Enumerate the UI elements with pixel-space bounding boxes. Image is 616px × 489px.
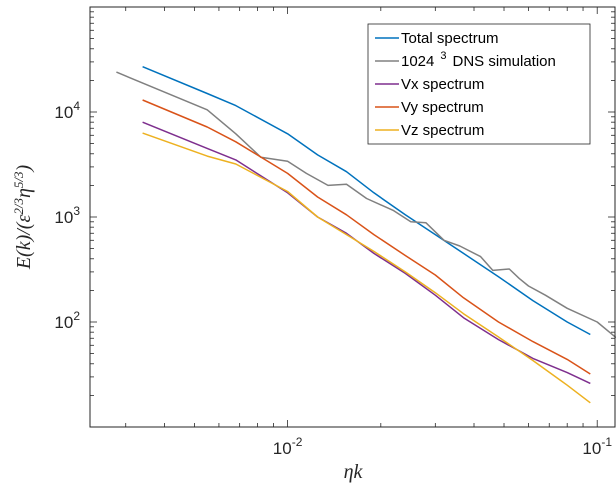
y-tick-label-exponent: 2: [73, 309, 80, 323]
x-tick-label-exponent: -2: [292, 435, 303, 449]
legend: Total spectrum 1024 3 DNS simulation Vx spec…: [367, 23, 591, 145]
y-tick-label-base: 10: [54, 313, 73, 332]
y-tick-label-exponent: 4: [73, 99, 80, 113]
series-layer: [116, 66, 616, 404]
y-tick-label: 103: [54, 204, 80, 227]
series-line-2: [116, 71, 616, 339]
y-tick-label-base: 10: [54, 208, 73, 227]
legend-label-sup: 3: [440, 50, 446, 62]
legend-box: [367, 23, 591, 145]
y-axis-label-part: E(k)/(ε: [13, 215, 35, 271]
y-tick-label: 102: [54, 309, 80, 332]
y-axis-label-exponent: 2/3: [11, 198, 26, 215]
axis-labels: ηk E(k)/(ε2/3η5/3): [11, 164, 364, 483]
series-line-4: [142, 99, 591, 375]
y-tick-label-exponent: 3: [73, 204, 80, 218]
y-axis-label-part: ): [13, 164, 35, 172]
y-axis-label: E(k)/(ε2/3η5/3): [11, 164, 35, 270]
legend-label-5: Vz spectrum: [401, 122, 484, 139]
legend-label-3: Vx spectrum: [401, 76, 484, 93]
x-tick-label: 10-2: [273, 435, 303, 458]
legend-label-4: Vy spectrum: [401, 99, 484, 116]
series-line-3: [142, 121, 591, 385]
legend-label-2: 1024 3 DNS simulation: [401, 50, 556, 70]
x-tick-label-exponent: -1: [601, 435, 612, 449]
legend-label-main: 1024: [401, 53, 434, 70]
y-axis-label-exponent: 5/3: [11, 171, 26, 188]
legend-label-1: Total spectrum: [401, 30, 499, 47]
series-line-5: [142, 132, 591, 404]
y-tick-label-base: 10: [54, 103, 73, 122]
x-tick-label-base: 10: [582, 439, 601, 458]
series-line-1: [142, 66, 591, 336]
legend-label-rest: DNS simulation: [453, 53, 556, 70]
x-tick-label: 10-1: [582, 435, 612, 458]
x-tick-label-base: 10: [273, 439, 292, 458]
y-tick-label: 104: [54, 99, 80, 122]
x-axis-label: ηk: [344, 461, 364, 483]
y-axis-label-part: η: [13, 188, 35, 198]
